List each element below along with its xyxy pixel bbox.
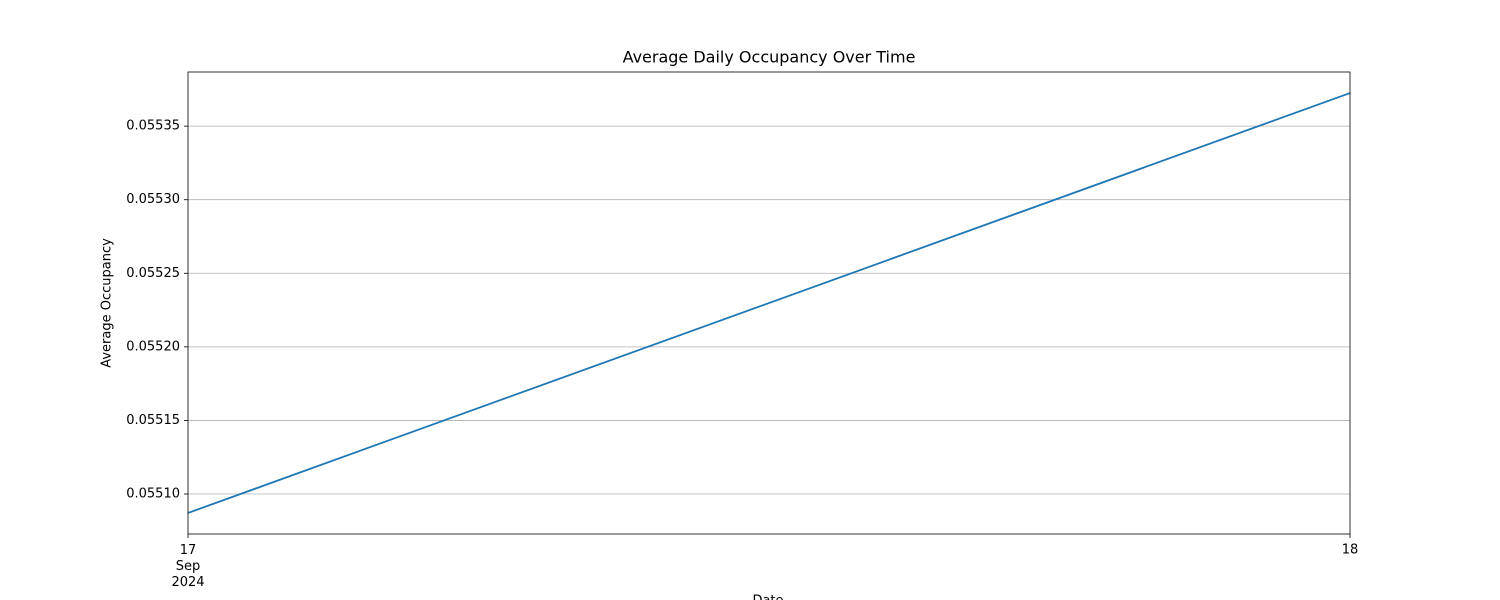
x-tick-label: 18 bbox=[1342, 543, 1359, 558]
chart-title: Average Daily Occupancy Over Time bbox=[623, 48, 916, 67]
y-tick-label: 0.05525 bbox=[126, 266, 180, 281]
y-tick-label: 0.05530 bbox=[126, 192, 180, 207]
x-tick-label: 17 Sep 2024 bbox=[171, 543, 204, 590]
x-axis-label: Date bbox=[752, 594, 783, 600]
line-series bbox=[187, 92, 1351, 514]
y-axis-label: Average Occupancy bbox=[100, 238, 115, 368]
y-tick-label: 0.05510 bbox=[126, 486, 180, 501]
plot-frame bbox=[187, 71, 1351, 535]
y-tick-label: 0.05515 bbox=[126, 413, 180, 428]
y-tick-label: 0.05520 bbox=[126, 339, 180, 354]
y-tick-label: 0.05535 bbox=[126, 119, 180, 134]
